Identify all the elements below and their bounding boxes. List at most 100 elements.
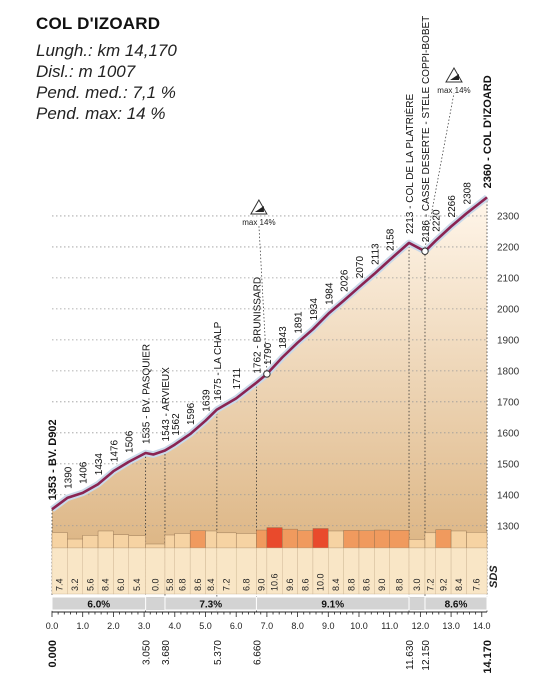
gradient-bar <box>97 530 114 549</box>
point-label: 1711 <box>232 367 243 389</box>
distance-tick-label: 6.0 <box>230 621 243 631</box>
point-labels: 1353 - BV. D902 1390 1406 1434 1476 1506 1535 … <box>47 16 494 501</box>
segment-grade-label: 9.1% <box>321 600 344 611</box>
gradient-bar <box>113 534 129 549</box>
segment <box>51 596 147 611</box>
point-label: 1434 <box>94 453 105 476</box>
gradient-bar-label: 7.6 <box>472 578 482 591</box>
distance-tick-label: 0.0 <box>46 621 59 631</box>
altitude-tick-label: 2000 <box>497 304 520 315</box>
max-grade-label: max 14% <box>437 86 470 95</box>
gradient-bar <box>328 530 344 549</box>
gradient-bar <box>205 530 218 549</box>
gradient-bar-label: 6.0 <box>116 578 126 591</box>
point-label: 1562 <box>171 413 182 436</box>
incline-icon <box>449 74 459 80</box>
gradient-bar <box>51 532 68 549</box>
gradient-bar <box>450 530 467 549</box>
max-grade-point <box>263 370 271 378</box>
point-label: 2308 <box>462 182 473 205</box>
gradient-bar-label: 9.0 <box>257 578 267 591</box>
gradient-bars: 7.4 3.2 5.6 8.4 6.0 5.4 0.0 5.8 6.8 8.6 8.4 7.2 6.8 9… <box>51 527 488 595</box>
gradient-bar <box>312 528 329 549</box>
waypoint-km-label: 11.630 <box>405 640 416 670</box>
gradient-bar-label: 3.2 <box>70 578 80 591</box>
gradient-bar <box>128 535 146 549</box>
gradient-bar <box>67 538 83 549</box>
gradient-bar-label: 8.4 <box>101 578 111 591</box>
gradient-bar-label: 5.8 <box>165 578 175 591</box>
gradient-bar-label: 0.0 <box>150 578 160 591</box>
point-label: 1406 <box>79 461 90 484</box>
waypoint-km-label: 3.680 <box>161 640 172 665</box>
gradient-bar-label: 8.4 <box>331 578 341 591</box>
distance-tick-label: 7.0 <box>261 621 274 631</box>
gradient-bar <box>189 530 206 549</box>
point-label: 1891 <box>294 311 305 334</box>
altitude-axis: 1300 1400 1500 1600 1700 1800 1900 2000 2100 2200… <box>497 211 520 532</box>
waypoint-km-label: 3.050 <box>142 640 153 665</box>
altitude-tick-label: 1600 <box>497 428 520 439</box>
max-grade-label: max 14% <box>242 218 275 227</box>
gradient-bar-label: 8.8 <box>346 578 356 591</box>
gradient-bar <box>374 529 390 549</box>
point-label: 2213 - COL DE LA PLATRIÈRE <box>403 94 416 234</box>
gradient-bar <box>266 527 283 549</box>
point-label: 1543 - ARVIEUX <box>161 367 172 442</box>
point-label: 1596 <box>186 402 197 425</box>
point-label: 2026 <box>340 269 351 292</box>
waypoint-km-label: 14.170 <box>482 640 494 674</box>
point-label: 1675 - LA CHALP <box>213 321 224 400</box>
gradient-bar-label: 6.8 <box>177 578 187 591</box>
segment-grade-label: 8.6% <box>445 600 468 611</box>
segment-band: 6.0% 7.3% 9.1% 8.6% <box>51 596 488 611</box>
altitude-tick-label: 1800 <box>497 366 520 377</box>
segment <box>255 596 410 611</box>
gradient-bar <box>424 532 436 549</box>
gradient-bar-label: 7.4 <box>55 578 65 591</box>
gradient-bar <box>164 534 175 549</box>
altitude-tick-label: 1700 <box>497 397 520 408</box>
gradient-bar-label: 10.0 <box>316 573 326 591</box>
gradient-bar-label: 7.2 <box>425 578 435 591</box>
point-label: 2070 <box>355 256 366 279</box>
altitude-tick-label: 2300 <box>497 211 520 222</box>
point-label: 1390 <box>63 466 74 489</box>
point-label: 2266 <box>447 195 458 218</box>
gradient-bar <box>297 530 314 549</box>
waypoint-km-label: 0.000 <box>47 640 59 668</box>
logo-layer: SDS <box>488 565 500 588</box>
distance-tick-label: 10.0 <box>350 621 368 631</box>
altitude-tick-label: 1900 <box>497 335 520 346</box>
point-label: 1762 - BRUNISSARD <box>252 277 263 374</box>
profile-line <box>51 196 488 511</box>
distance-tick-label: 14.0 <box>473 621 491 631</box>
gradient-bar-label: 5.4 <box>132 578 142 591</box>
max-grade-stat: Pend. max: 14 % <box>36 104 166 123</box>
distance-tick-label: 3.0 <box>138 621 151 631</box>
point-label: 1506 <box>125 430 136 453</box>
point-label: 1934 <box>309 298 320 321</box>
distance-tick-label: 4.0 <box>169 621 182 631</box>
gradient-bar <box>282 528 298 549</box>
altitude-tick-label: 2200 <box>497 242 520 253</box>
waypoint-km-label: 6.660 <box>252 640 263 665</box>
gradient-bar-label: 5.6 <box>85 578 95 591</box>
gradient-bar-label: 9.2 <box>438 578 448 591</box>
altitude-tick-label: 1500 <box>497 459 520 470</box>
gradient-bar-label: 8.8 <box>394 578 404 591</box>
gradient-bar-label: 6.8 <box>241 578 251 591</box>
waypoint-km-label: 5.370 <box>213 640 224 665</box>
gradient-bar <box>358 530 375 549</box>
point-label: 1790 <box>263 342 274 365</box>
altitude-tick-label: 1300 <box>497 521 520 532</box>
climb-info: COL D'IZOARD Lungh.: km 14,170 Disl.: m … <box>36 14 177 124</box>
altitude-tick-label: 2100 <box>497 273 520 284</box>
point-label: 2113 <box>370 243 381 265</box>
segment-grade-label: 6.0% <box>87 600 110 611</box>
climb-stat: Disl.: m 1007 <box>36 62 136 81</box>
gradient-bar <box>216 532 237 549</box>
profile-line-layer <box>50 194 490 512</box>
gradient-bar-label: 3.0 <box>412 578 422 591</box>
